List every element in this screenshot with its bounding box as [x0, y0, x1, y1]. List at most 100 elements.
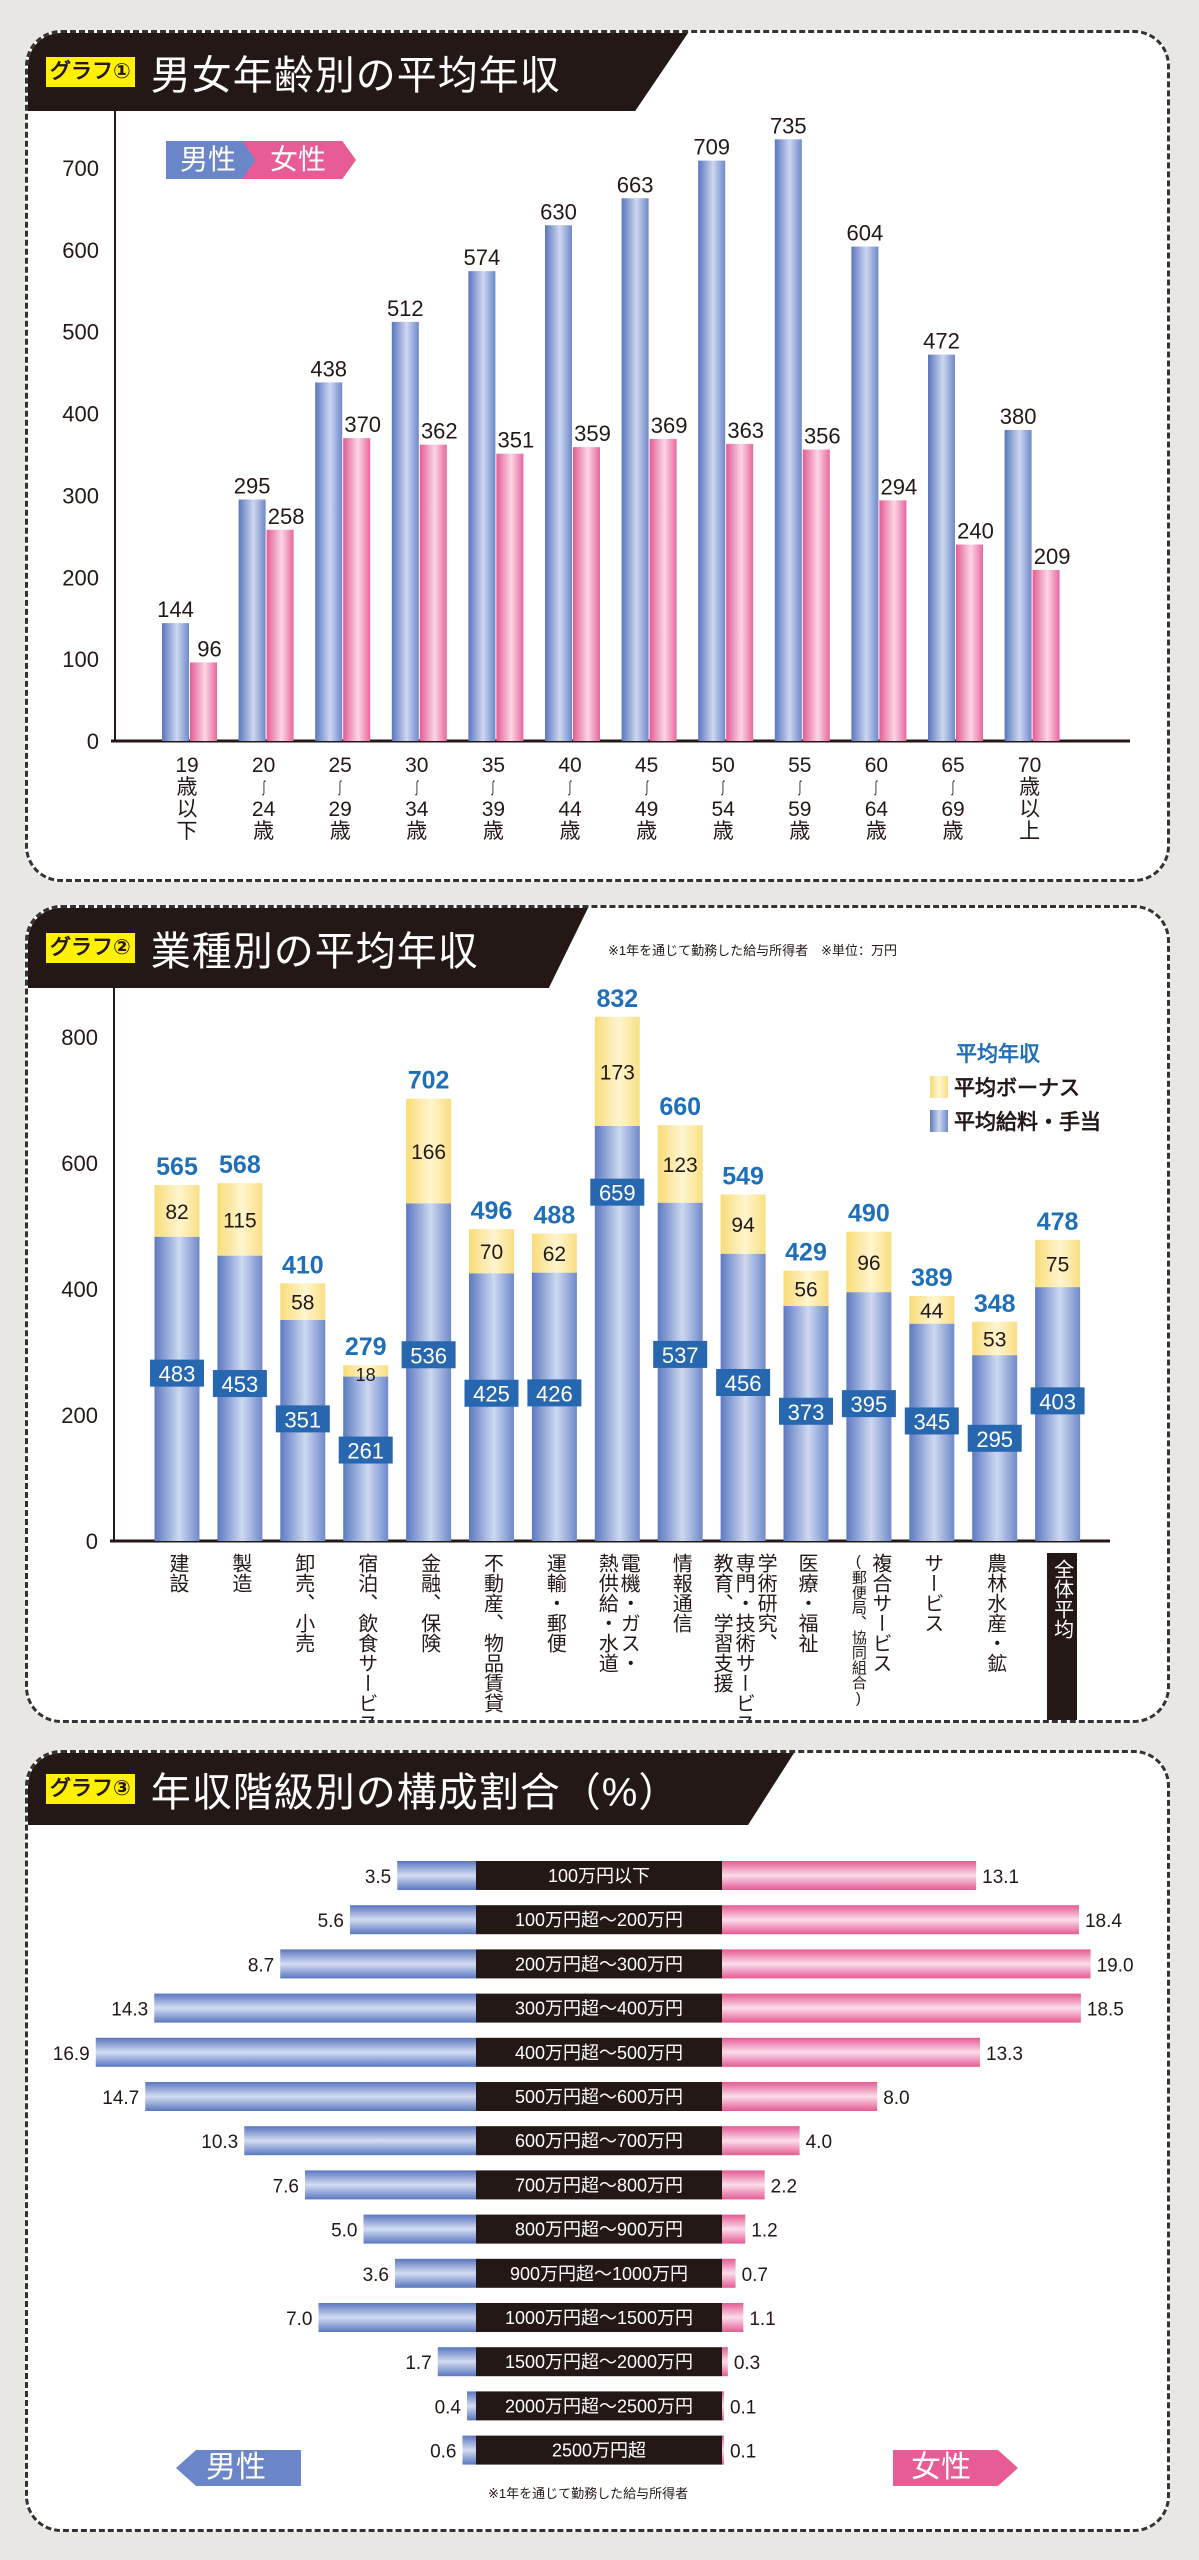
- chart3-plot: 100万円以下 3.5 13.1 100万円超～200万円 5.6 18.4 200万円超～…: [53, 1861, 1134, 2465]
- value-label-female: 18.4: [1085, 1911, 1122, 1932]
- x-tick-label-column: (郵便局、協同組合): [849, 1553, 867, 1707]
- x-tick-label: 45 ∫ 49 歳: [627, 755, 667, 843]
- bar-bonus: [657, 1125, 703, 1203]
- legend-salary: 平均給料・手当: [930, 1106, 1101, 1136]
- x-tick-label-column: 宿泊、飲食サービス: [354, 1553, 377, 1723]
- bar-female: [343, 438, 371, 741]
- y-tick-label: 400: [62, 402, 99, 427]
- category-box: [476, 2214, 722, 2244]
- data-label-male: 295: [234, 474, 271, 499]
- salary-label: 456: [725, 1371, 762, 1396]
- data-label-male: 438: [310, 356, 347, 381]
- x-tick-label-line: 24: [251, 798, 276, 821]
- x-tick-label-line: 20: [251, 754, 276, 777]
- data-label-female: 209: [1034, 544, 1071, 569]
- chart2-plot: 0 200 400 600 800 483 82 565 453 115 568 351 58 410 2…: [61, 985, 1110, 1554]
- data-label-male: 630: [540, 199, 577, 224]
- bar-bonus: [972, 1321, 1018, 1356]
- x-tick-label: 情報通信: [669, 1553, 691, 1633]
- value-label-male: 0.4: [435, 2397, 462, 2418]
- value-label-female: 1.1: [749, 2309, 775, 2330]
- x-tick-label-line: 歳: [406, 820, 428, 843]
- bonus-label: 18: [356, 1365, 376, 1385]
- salary-label-box: [275, 1405, 330, 1433]
- category-label: 500万円超～600万円: [515, 2087, 683, 2107]
- bar-salary: [154, 1236, 200, 1541]
- salary-label: 345: [913, 1409, 950, 1434]
- bar-bonus: [343, 1365, 389, 1377]
- x-tick-label-line: ∫: [798, 779, 802, 796]
- category-box: [476, 1949, 722, 1979]
- bar-bonus: [720, 1194, 766, 1254]
- bar-female: [266, 529, 294, 741]
- legend-female-arrow: 女性: [893, 2450, 1018, 2486]
- value-label-female: 4.0: [806, 2132, 832, 2153]
- value-label-male: 14.3: [111, 2000, 148, 2021]
- category-box: [476, 2391, 722, 2421]
- value-label-male: 5.6: [318, 1911, 344, 1932]
- bonus-label: 75: [1046, 1253, 1069, 1276]
- x-tick-label: 不動産、物品賃貸: [481, 1553, 503, 1713]
- data-label-female: 356: [804, 424, 841, 449]
- x-tick-label: サービス: [921, 1553, 943, 1633]
- x-tick-label-line: 55: [788, 754, 812, 777]
- x-tick-label-line: 49: [634, 798, 659, 821]
- total-label: 348: [974, 1290, 1016, 1318]
- value-label-male: 10.3: [201, 2132, 238, 2153]
- x-tick-label-line: 歳: [253, 820, 275, 843]
- x-tick-label-line: 歳: [176, 776, 198, 799]
- x-tick-label: 70 歳以上: [1010, 755, 1050, 843]
- bar-male: [468, 271, 496, 741]
- category-label: 600万円超～700万円: [515, 2131, 683, 2151]
- bar-male: [698, 160, 726, 741]
- bar-female: [726, 443, 754, 741]
- x-tick-label-column: サービス: [920, 1553, 943, 1633]
- bar-male: [315, 382, 343, 741]
- legend-bonus: 平均ボーナス: [930, 1072, 1101, 1102]
- x-tick-label-line: 上: [1019, 820, 1041, 843]
- salary-label-box: [401, 1341, 456, 1369]
- category-box: [476, 2303, 722, 2332]
- data-label-female: 369: [651, 413, 688, 438]
- bonus-label: 56: [794, 1278, 817, 1301]
- value-label-female: 1.2: [751, 2221, 777, 2242]
- bar-female: [722, 2170, 765, 2200]
- value-label-male: 5.0: [331, 2221, 357, 2242]
- y-tick-label: 0: [86, 1529, 98, 1554]
- salary-label: 483: [159, 1362, 196, 1387]
- bar-bonus: [909, 1295, 955, 1324]
- category-box: [476, 2435, 722, 2465]
- chart3-titlebar: グラフ③ 年収階級別の構成割合（%）: [28, 1753, 794, 1825]
- x-tick-label: 医療・福祉: [795, 1553, 817, 1653]
- salary-label-box: [590, 1178, 645, 1206]
- bar-bonus: [280, 1283, 326, 1320]
- total-label: 488: [534, 1202, 576, 1230]
- bar-male: [391, 321, 419, 741]
- x-tick-label-line: 44: [558, 798, 582, 821]
- category-box: [476, 1905, 722, 1935]
- x-tick-label-line: 50: [711, 754, 735, 777]
- category-label: 100万円超～200万円: [515, 1910, 683, 1930]
- bar-male: [318, 2303, 476, 2332]
- y-tick-label: 100: [62, 647, 99, 672]
- x-tick-label-column: 電機・ガス・: [617, 1553, 640, 1673]
- x-tick-label-line: 29: [328, 798, 352, 821]
- value-label-female: 0.7: [742, 2265, 768, 2286]
- total-label: 389: [911, 1264, 953, 1292]
- value-label-female: 18.5: [1087, 2000, 1124, 2021]
- bar-female: [649, 438, 677, 741]
- salary-label: 659: [599, 1181, 636, 1206]
- x-tick-label-column: 運輸・郵便: [543, 1553, 566, 1653]
- category-label: 1500万円超～2000万円: [505, 2352, 693, 2372]
- y-tick-label: 300: [62, 483, 99, 508]
- salary-label-box: [464, 1379, 519, 1407]
- value-label-male: 7.6: [273, 2176, 299, 2197]
- category-label: 900万円超～1000万円: [510, 2264, 688, 2284]
- value-label-male: 3.6: [363, 2265, 389, 2286]
- x-tick-label-line: 下: [176, 820, 198, 843]
- x-tick-label-line: ∫: [721, 779, 725, 796]
- chart3-panel: グラフ③ 年収階級別の構成割合（%） 100万円以下 3.5 13.1 100万円超～…: [25, 1750, 1170, 2532]
- value-label-female: 8.0: [883, 2088, 909, 2109]
- bar-male: [305, 2170, 476, 2200]
